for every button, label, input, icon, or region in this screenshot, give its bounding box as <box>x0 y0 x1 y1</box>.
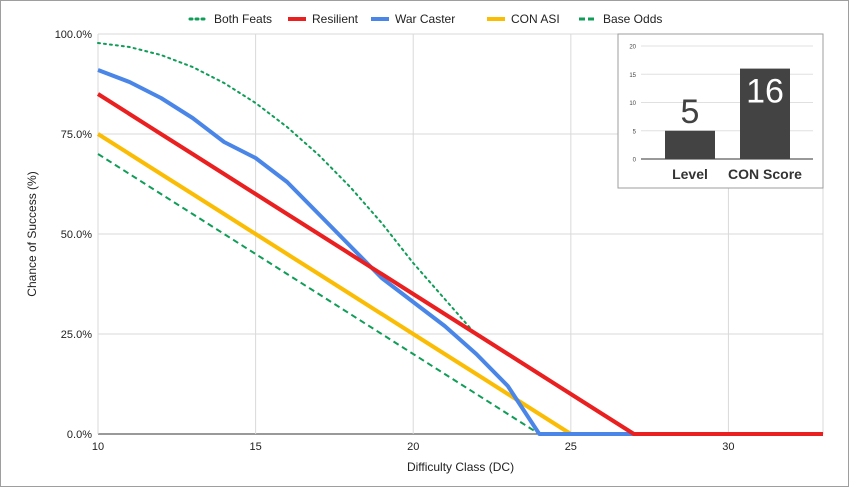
inset-value-labels: 5 16 <box>681 73 784 131</box>
legend-item: Base Odds <box>579 12 662 26</box>
legend-label: CON ASI <box>511 12 560 26</box>
inset-value-label: 5 <box>681 93 700 131</box>
main-y-tick-label: 75.0% <box>61 129 92 141</box>
inset-y-tick-label: 10 <box>629 101 636 107</box>
main-y-tick-label: 100.0% <box>55 29 93 41</box>
main-x-tick-label: 15 <box>249 441 261 453</box>
main-x-tick-label: 20 <box>407 441 419 453</box>
legend-label: Both Feats <box>214 12 272 26</box>
inset-y-tick-label: 15 <box>629 73 636 79</box>
y-axis-title: Chance of Success (%) <box>25 171 39 296</box>
legend-label: War Caster <box>395 12 455 26</box>
inset-value-label: 16 <box>746 73 784 111</box>
inset-y-tick-label: 0 <box>633 158 637 164</box>
inset-category-labels: Level CON Score <box>672 166 802 182</box>
main-y-tick-label: 50.0% <box>61 229 92 241</box>
x-axis-title: Difficulty Class (DC) <box>407 460 514 474</box>
inset-bar-chart: 0 5 10 15 20 5 16 Level CON Score <box>617 33 824 189</box>
legend-item: War Caster <box>371 12 455 26</box>
inset-y-tick-labels: 0 5 10 15 20 <box>629 45 636 164</box>
legend: Both Feats Resilient War Caster CON ASI Base… <box>188 12 662 26</box>
legend-item: Both Feats <box>188 12 272 26</box>
main-x-tick-label: 25 <box>565 441 577 453</box>
legend-label: Resilient <box>312 12 359 26</box>
inset-category-label: CON Score <box>728 166 802 182</box>
main-x-tick-labels: 10 15 20 25 30 <box>92 441 735 453</box>
main-x-tick-label: 30 <box>722 441 734 453</box>
legend-item: CON ASI <box>487 12 560 26</box>
main-y-tick-label: 0.0% <box>67 429 92 441</box>
main-y-tick-label: 25.0% <box>61 329 92 341</box>
series-line-resilient <box>96 92 823 436</box>
inset-bars <box>665 68 790 159</box>
legend-item: Resilient <box>288 12 359 26</box>
inset-y-tick-label: 5 <box>633 129 637 135</box>
inset-bar-level <box>665 130 715 159</box>
legend-label: Base Odds <box>603 12 662 26</box>
main-y-tick-labels: 0.0% 25.0% 50.0% 75.0% 100.0% <box>55 29 93 441</box>
inset-y-tick-label: 20 <box>629 45 636 51</box>
series-line-base-odds <box>97 153 823 435</box>
inset-category-label: Level <box>672 166 708 182</box>
inset-frame <box>617 33 824 189</box>
main-x-tick-label: 10 <box>92 441 104 453</box>
inset-bar-con-score <box>740 68 790 159</box>
main-series-lines <box>96 42 824 436</box>
